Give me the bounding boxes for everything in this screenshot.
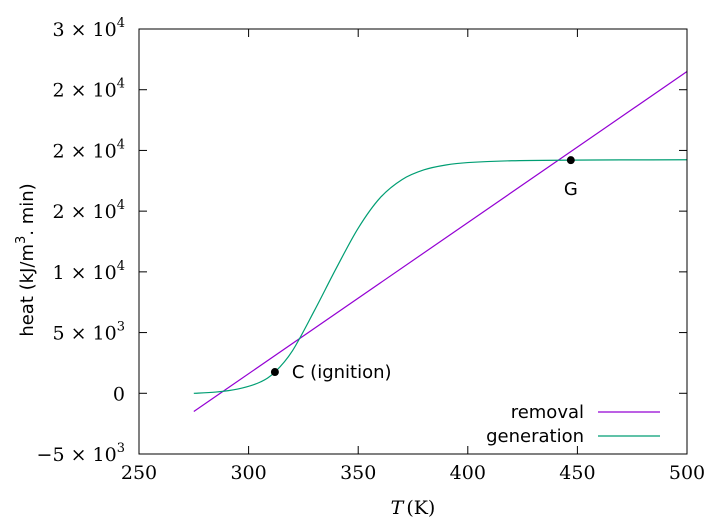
y-tick-label: 1 × 104 xyxy=(52,259,125,284)
x-tick-label: 500 xyxy=(669,462,705,484)
y-tick-label: 5 × 103 xyxy=(52,320,125,345)
point-label: G xyxy=(564,179,578,200)
legend-label: removal xyxy=(511,402,584,423)
point-marker xyxy=(566,156,575,165)
ticks: 250 300 350 400 450 500 3 × 104 2 × 104 2 × 104 2… xyxy=(37,16,706,484)
annotation-layer: C (ignition) G xyxy=(270,156,578,383)
series-layer xyxy=(193,71,688,412)
x-tick-label: 400 xyxy=(450,462,486,484)
series-line-removal xyxy=(193,71,688,412)
point-marker xyxy=(270,368,279,377)
y-tick-label: 3 × 104 xyxy=(52,16,125,41)
series-line-generation xyxy=(193,159,688,394)
x-tick-label: 300 xyxy=(230,462,266,484)
point-label: C (ignition) xyxy=(292,362,392,383)
x-tick-label: 250 xyxy=(121,462,157,484)
y-axis-label: heat (kJ/m3. min) xyxy=(14,183,38,336)
y-tick-label: 2 × 104 xyxy=(52,77,125,102)
y-tick-label: 0 xyxy=(113,383,125,405)
y-tick-label: −5 × 103 xyxy=(37,441,125,466)
legend-label: generation xyxy=(486,426,584,447)
y-tick-label: 2 × 104 xyxy=(52,198,125,223)
plot-frame xyxy=(138,28,688,455)
x-tick-label: 350 xyxy=(340,462,376,484)
legend: removal generation xyxy=(486,402,660,447)
x-axis-label: T (K) xyxy=(391,497,436,519)
y-tick-label: 2 × 104 xyxy=(52,137,125,162)
x-tick-label: 450 xyxy=(559,462,595,484)
